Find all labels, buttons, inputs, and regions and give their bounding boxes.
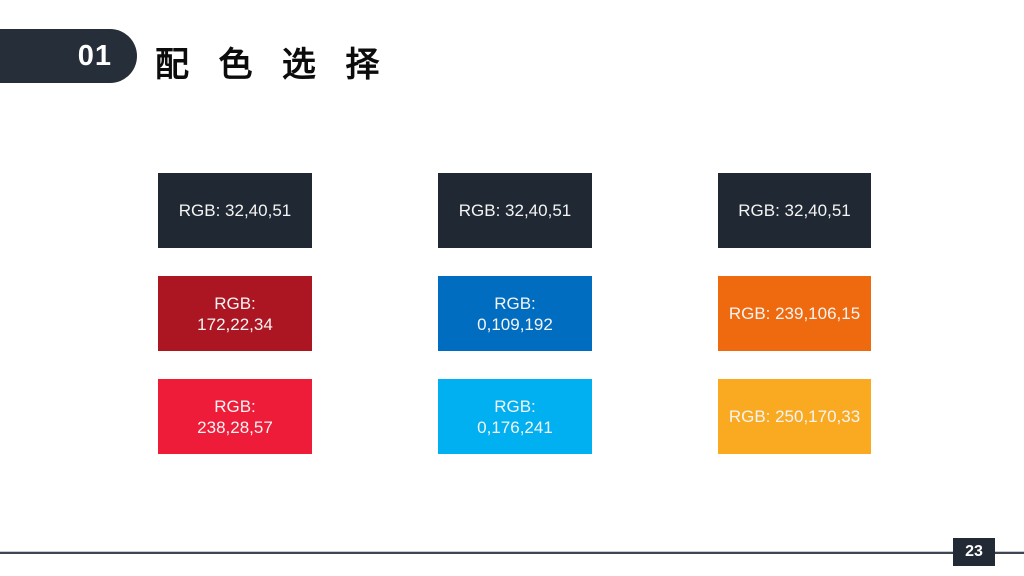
color-swatch-light-blue: RGB: 0,176,241 — [438, 379, 592, 454]
color-swatch-crimson: RGB: 238,28,57 — [158, 379, 312, 454]
color-swatch-dark-navy-2: RGB: 32,40,51 — [438, 173, 592, 248]
color-palette-grid: RGB: 32,40,51 RGB: 32,40,51 RGB: 32,40,5… — [158, 173, 871, 454]
page-number-label: 23 — [965, 543, 983, 560]
section-number-label: 01 — [77, 39, 112, 72]
color-swatch-dark-navy-1: RGB: 32,40,51 — [158, 173, 312, 248]
color-swatch-amber: RGB: 250,170,33 — [718, 379, 871, 454]
page-title: 配 色 选 择 — [155, 46, 390, 84]
section-number-badge: 01 — [0, 29, 137, 83]
color-swatch-dark-navy-3: RGB: 32,40,51 — [718, 173, 871, 248]
color-swatch-orange: RGB: 239,106,15 — [718, 276, 871, 351]
footer-divider-line — [0, 551, 1024, 554]
color-swatch-dark-red: RGB: 172,22,34 — [158, 276, 312, 351]
color-swatch-blue: RGB: 0,109,192 — [438, 276, 592, 351]
page-number-badge: 23 — [953, 538, 995, 566]
